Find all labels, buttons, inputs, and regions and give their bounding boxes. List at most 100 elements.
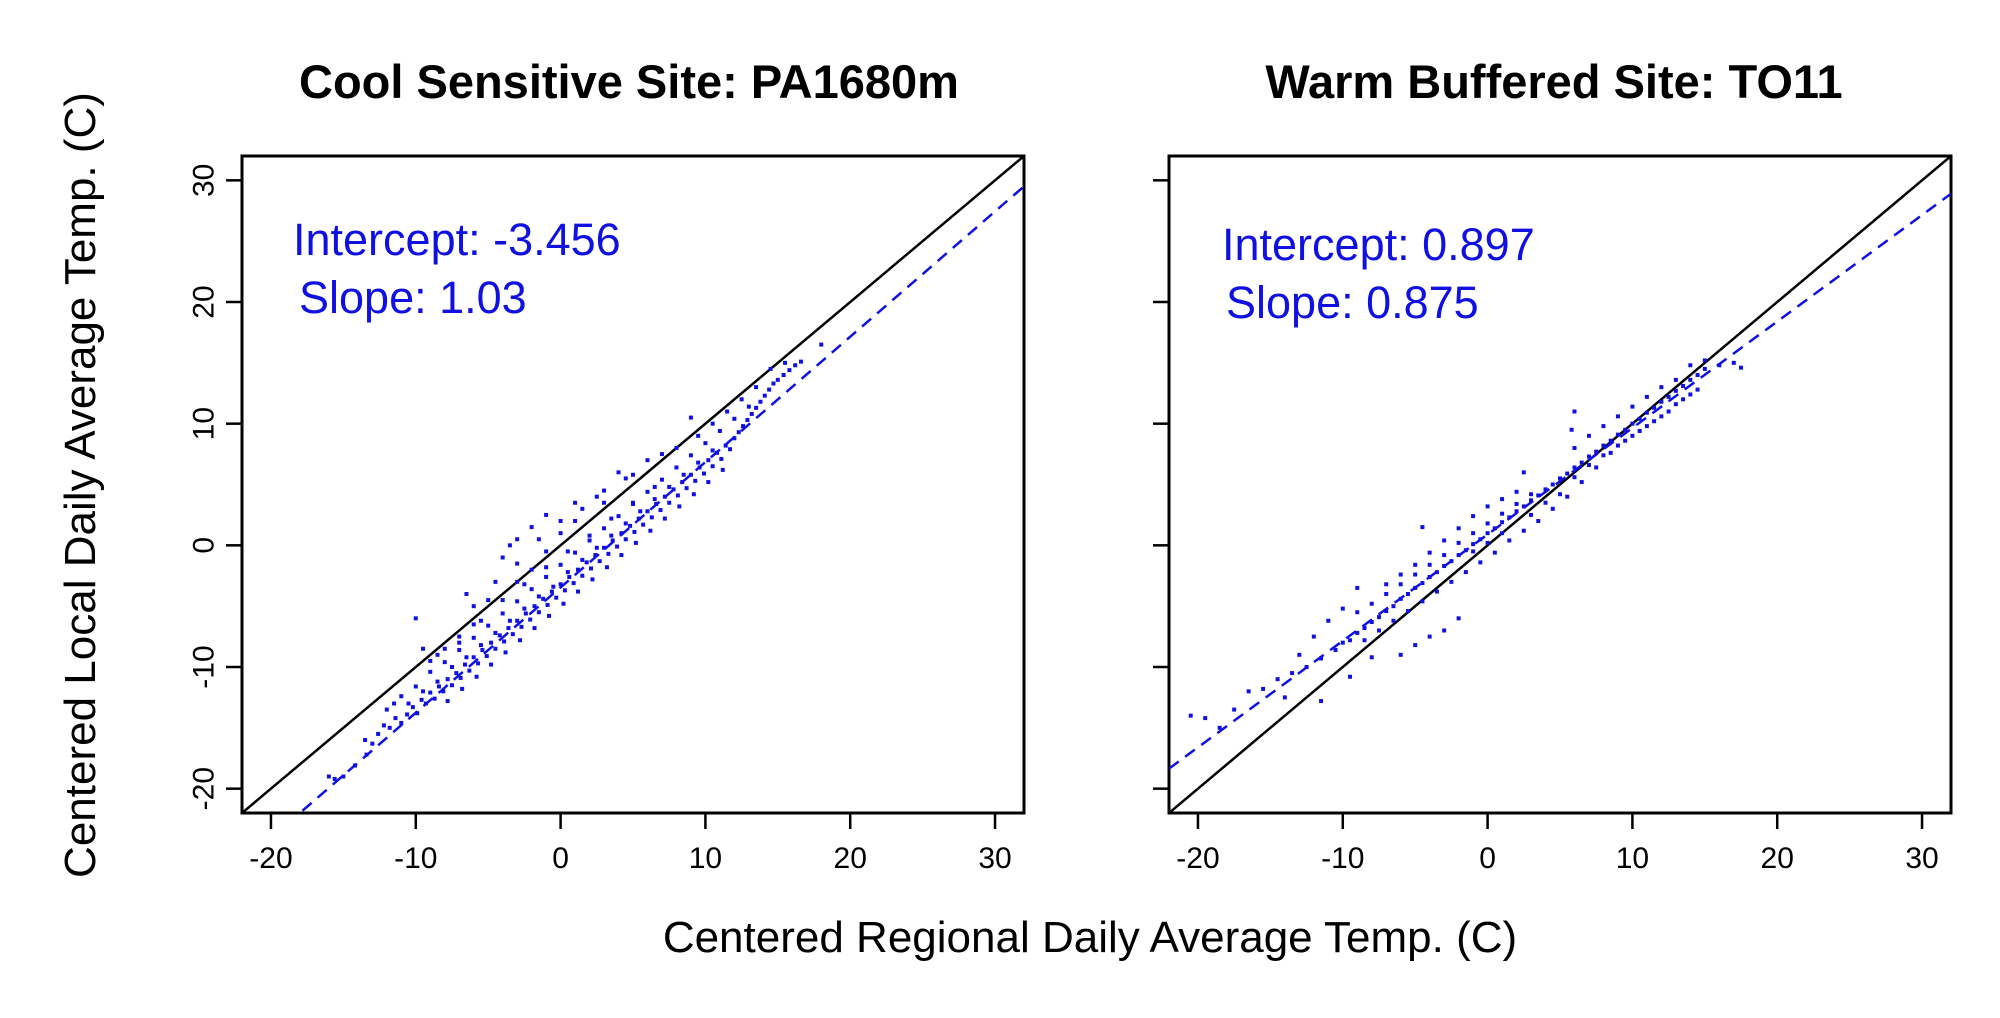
data-point [781, 373, 786, 377]
data-point [571, 581, 576, 586]
data-point [529, 567, 534, 572]
data-point [645, 489, 650, 494]
data-point [667, 484, 672, 489]
data-point [674, 465, 679, 470]
panel-title: Warm Buffered Site: TO11 [1265, 55, 1842, 108]
data-point [458, 675, 463, 680]
data-point [457, 647, 462, 652]
data-point [1369, 601, 1374, 606]
data-point [1427, 634, 1432, 639]
data-point [1376, 628, 1381, 633]
x-axis: -20 -10 0 10 20 30 [249, 813, 1012, 875]
data-point [633, 540, 638, 545]
data-point [632, 529, 637, 534]
data-point [544, 512, 549, 517]
data-point [787, 368, 792, 373]
data-point [1586, 433, 1591, 438]
data-point [1644, 394, 1649, 399]
x-axis-label: Centered Regional Daily Average Temp. (C… [663, 913, 1517, 962]
data-point [1471, 549, 1476, 554]
data-point [619, 553, 624, 558]
data-point [519, 624, 524, 629]
data-point [641, 522, 646, 527]
data-point [1391, 604, 1396, 609]
y-axis [1153, 179, 1169, 790]
data-point [652, 497, 657, 502]
x-tick-label: 20 [834, 842, 867, 875]
x-tick-label: 30 [978, 842, 1011, 875]
data-point [762, 393, 767, 398]
data-point [478, 643, 483, 648]
data-point [1579, 460, 1584, 465]
data-point [1739, 365, 1744, 370]
data-point [1579, 480, 1584, 485]
slope-annotation: Slope: 0.875 [1226, 277, 1479, 328]
data-point [428, 690, 433, 695]
data-point [1558, 492, 1562, 497]
data-point [573, 550, 578, 555]
data-point [1442, 553, 1447, 558]
y-tick-label: 30 [188, 164, 221, 197]
data-point [710, 464, 715, 469]
data-point [631, 501, 635, 506]
data-point [674, 446, 679, 450]
data-point [522, 582, 527, 587]
data-point [1471, 514, 1476, 519]
data-point [558, 562, 563, 567]
data-point [1608, 450, 1613, 455]
data-point [1637, 416, 1642, 421]
data-point [793, 363, 798, 368]
data-point [732, 416, 737, 421]
data-point [1311, 634, 1316, 639]
data-point [1485, 504, 1490, 509]
data-point [507, 543, 512, 548]
data-point [428, 658, 433, 663]
data-point [529, 587, 534, 592]
data-point [1297, 652, 1302, 657]
data-point [1529, 512, 1534, 517]
data-point [332, 776, 337, 781]
data-point [652, 484, 657, 489]
data-point [1637, 428, 1642, 433]
data-point [728, 447, 733, 452]
data-point [460, 686, 465, 691]
data-point [606, 551, 611, 556]
data-point [1688, 377, 1693, 382]
plot-frame [1167, 154, 1953, 815]
data-point [392, 701, 397, 706]
data-point [565, 549, 570, 554]
data-point [413, 684, 418, 689]
data-point [1644, 410, 1649, 415]
data-point [710, 421, 715, 426]
data-point [1688, 392, 1693, 397]
data-point [486, 598, 491, 603]
data-point [1391, 618, 1396, 623]
data-point [623, 476, 628, 481]
data-point [1615, 414, 1620, 419]
data-point [1572, 409, 1577, 414]
data-point [415, 711, 420, 716]
data-point [480, 647, 485, 652]
data-point [691, 492, 696, 497]
data-point [1594, 465, 1599, 470]
data-point [739, 397, 744, 402]
data-point [1514, 509, 1519, 514]
data-point [435, 679, 440, 684]
data-point [710, 448, 715, 453]
data-point [457, 634, 462, 639]
data-point [510, 632, 515, 637]
data-point [442, 660, 447, 665]
data-point [1652, 405, 1657, 410]
data-point [399, 694, 404, 699]
data-point [616, 514, 621, 519]
data-point [500, 598, 505, 603]
data-point [1572, 446, 1577, 450]
y-tick-label: 0 [188, 537, 221, 554]
data-point [749, 411, 754, 416]
data-point [767, 387, 772, 392]
data-point [565, 570, 570, 575]
x-tick-label: 20 [1761, 842, 1794, 875]
data-point [478, 618, 483, 623]
data-point [1565, 471, 1570, 476]
data-point [1550, 506, 1555, 511]
